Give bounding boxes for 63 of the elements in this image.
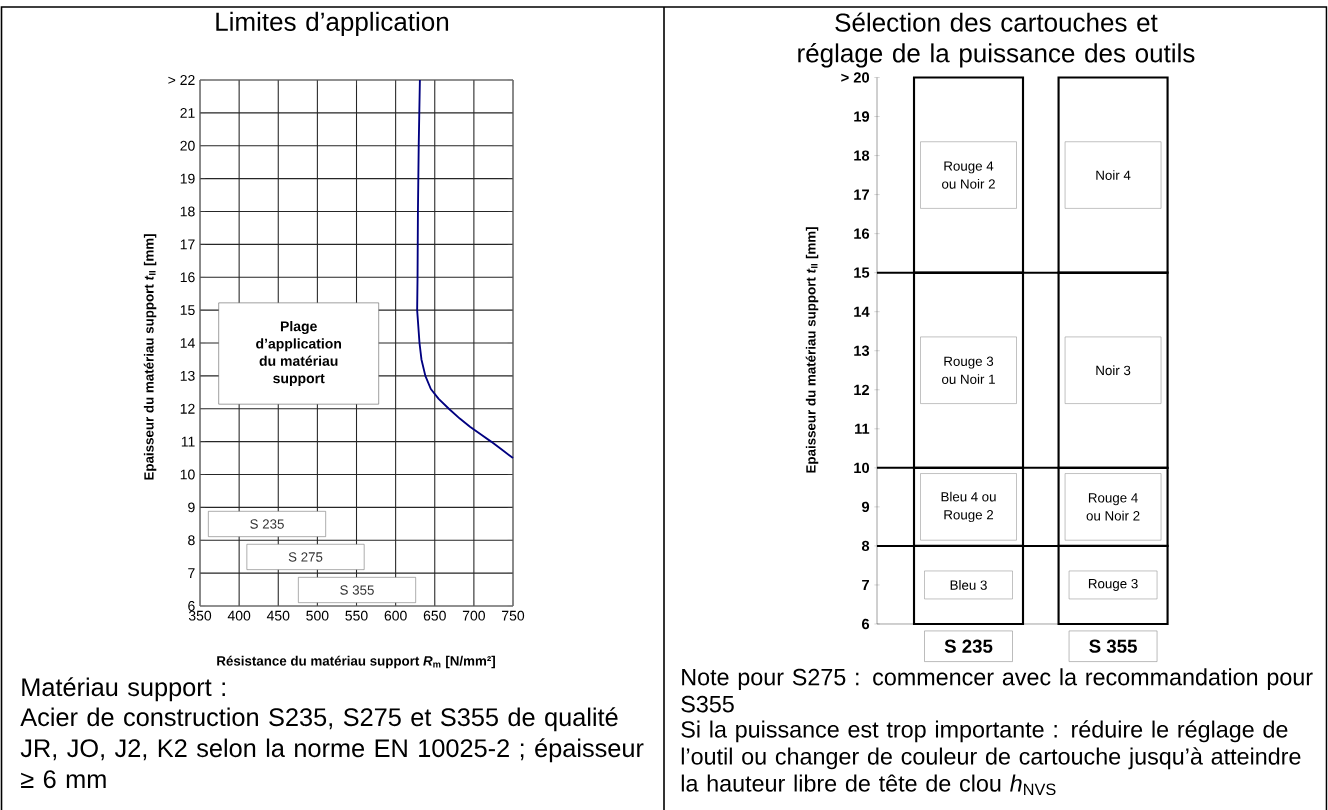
y-tick-label: 13 (854, 345, 870, 356)
y-tick-label: 18 (180, 206, 195, 217)
data-label: Rouge 3 ou Noir 1 (942, 356, 995, 384)
y-tick-label: 17 (854, 189, 869, 200)
text: Si la puissance est trop importante : réduire le réglage de l’outil ou changer de couleur de cartouche jusqu’à atteindre la hauteur libre de tête de clou h$_{NVS}$ (681, 720, 1301, 796)
y-tick-label: 16 (180, 272, 195, 283)
y-tick-label: 18 (854, 150, 870, 161)
text: Acier de construction S235, S275 et S355 de qualité JR, JO, J2, K2 selon la norme EN 10025-2 ; épaisseur ≥ 6 mm (20, 707, 644, 789)
y-tick-label: 12 (854, 384, 870, 395)
y-tick-label: 14 (180, 338, 195, 348)
y-tick-label: 10 (180, 469, 195, 480)
y-tick-label: 15 (180, 305, 195, 316)
y-tick-label: 8 (861, 540, 870, 552)
data-label: Noir 3 (1096, 365, 1131, 376)
y-tick-label: 21 (180, 107, 195, 118)
annotation: Plage d’application du matériau support (256, 320, 341, 387)
x-tick-label: 450 (266, 610, 290, 621)
y-tick-label: 11 (181, 436, 195, 447)
data-label: Rouge 4 ou Noir 2 (1086, 493, 1140, 521)
annotation: S 355 (340, 585, 374, 595)
x-tick-label: 500 (306, 610, 329, 621)
x-axis-title: Résistance du matériau support R$_{m}$ [N/mm²] (217, 655, 495, 669)
x-tick-label: 350 (188, 610, 212, 621)
y-tick-label: 17 (180, 239, 195, 250)
y-tick-label: 20 (180, 140, 195, 151)
y-tick-label: > 22 (168, 75, 195, 85)
x-tick-label: 650 (423, 610, 446, 621)
annotation: S 235 (250, 519, 284, 529)
text: Matériau support : (22, 677, 225, 702)
y-tick-label: 6 (188, 601, 195, 611)
y-tick-label: 7 (188, 568, 195, 578)
y-tick-label: 8 (188, 535, 195, 546)
y-axis-title: Epaisseur du matériau support t$_{II}$ [mm] (805, 227, 819, 473)
y-axis-title: Epaisseur du matériau support t$_{II}$ [mm] (143, 234, 157, 480)
y-tick-label: 11 (855, 423, 870, 434)
line-series (416, 79, 514, 459)
y-tick-label: 13 (180, 370, 195, 381)
y-tick-label: 15 (854, 267, 870, 278)
chart-title: Sélection des cartouches et réglage de la puissance des outils (798, 12, 1195, 68)
x-tick-label: 750 (502, 610, 525, 621)
data-label: Bleu 3 (950, 580, 987, 590)
y-tick-label: 9 (188, 502, 195, 513)
data-label: Rouge 3 (1088, 578, 1138, 591)
data-label: Bleu 4 ou Rouge 2 (941, 491, 996, 523)
y-tick-label: 19 (854, 111, 870, 122)
y-tick-label: 16 (854, 228, 870, 239)
text: Note pour S275 : commencer avec la recommandation pour S355 (681, 668, 1313, 713)
x-tick-label: 550 (345, 610, 368, 621)
x-tick-label: 600 (384, 610, 407, 621)
y-tick-label: 14 (854, 306, 870, 317)
y-tick-label: 6 (862, 618, 870, 630)
chart-title: Limites d’application (216, 11, 449, 37)
x-tick-label: 700 (462, 610, 485, 621)
y-tick-label: 9 (861, 501, 870, 513)
y-tick-label: > 20 (841, 72, 870, 83)
annotation: S 275 (288, 552, 323, 562)
y-tick-label: 19 (180, 173, 195, 184)
y-tick-label: 10 (854, 462, 870, 474)
data-label: Noir 4 (1096, 170, 1131, 180)
y-tick-label: 12 (180, 403, 195, 414)
y-tick-label: 7 (862, 579, 869, 590)
x-tick-label: 400 (227, 610, 251, 621)
data-label: Rouge 4 ou Noir 2 (942, 161, 995, 189)
